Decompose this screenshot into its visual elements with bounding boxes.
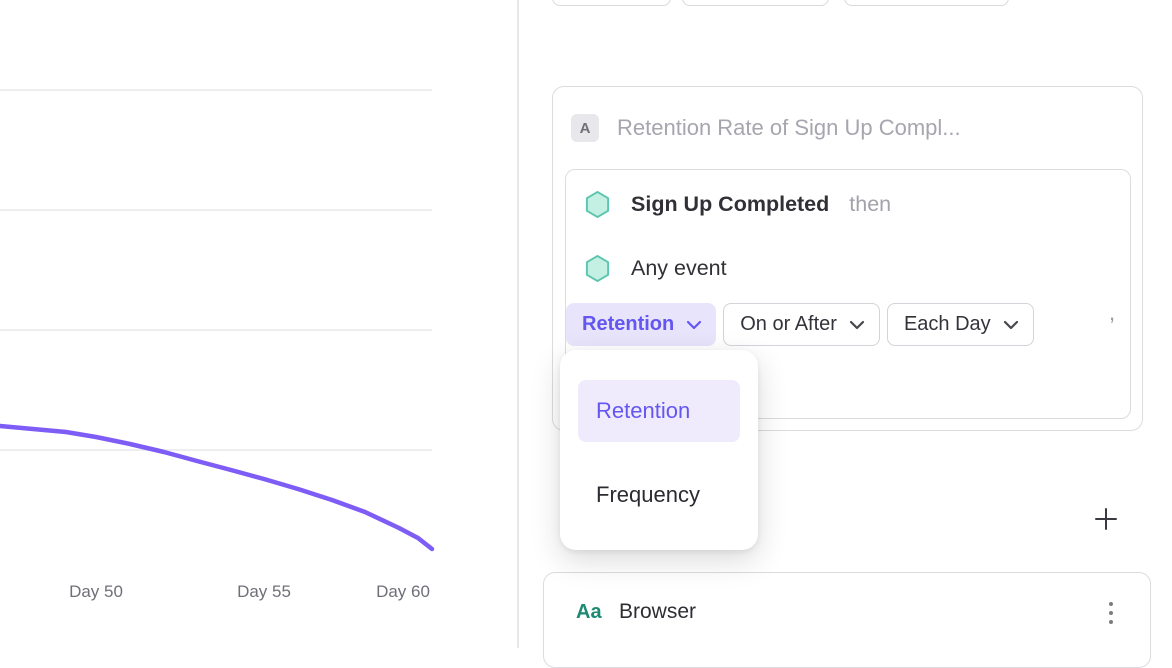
metric-steps-card: Sign Up Completed then Any event Retenti… [565, 169, 1131, 419]
menu-item-label: Retention [596, 398, 691, 423]
date-condition-dropdown[interactable]: On or After [723, 303, 880, 346]
svg-text:Day 60: Day 60 [376, 582, 430, 601]
event-step-row[interactable]: Sign Up Completed then [584, 190, 891, 218]
svg-text:Day 50: Day 50 [69, 582, 123, 601]
menu-item-frequency[interactable]: Frequency [578, 464, 740, 526]
string-property-icon: Aa [576, 601, 602, 623]
clipped-control-3[interactable] [844, 0, 1009, 6]
breakdown-property-label[interactable]: Browser [619, 600, 697, 623]
panel-divider [517, 0, 519, 648]
interval-dropdown[interactable]: Each Day [886, 303, 1034, 346]
event-hexagon-icon [585, 190, 610, 218]
retention-line-chart: Day 50 Day 55 Day 60 [0, 89, 435, 601]
chevron-down-icon [849, 320, 865, 329]
metric-letter-badge: A [571, 114, 599, 142]
menu-item-label: Frequency [596, 482, 700, 507]
event-step-row[interactable]: Any event [584, 254, 727, 282]
more-options-icon[interactable] [1104, 597, 1118, 629]
clipped-control-2[interactable] [682, 0, 829, 6]
chevron-down-icon [1003, 320, 1018, 329]
metric-card: A Retention Rate of Sign Up Compl... Sig… [552, 86, 1143, 431]
event-hexagon-icon [585, 254, 610, 282]
menu-item-retention[interactable]: Retention [578, 380, 740, 442]
event-name[interactable]: Any event [631, 255, 727, 280]
metric-type-dropdown[interactable]: Retention [566, 303, 717, 346]
interval-value: Each Day [903, 313, 991, 335]
breakdown-card[interactable]: Aa Browser [543, 572, 1151, 668]
metric-title-input[interactable]: Retention Rate of Sign Up Compl... [617, 115, 961, 140]
date-condition-value: On or After [740, 313, 837, 335]
chevron-down-icon [687, 320, 702, 329]
metric-type-value: Retention [582, 313, 675, 335]
svg-text:Day 55: Day 55 [237, 582, 291, 601]
clipped-control-1[interactable] [552, 0, 671, 6]
add-metric-button[interactable] [1093, 506, 1119, 532]
event-name[interactable]: Sign Up Completed [631, 191, 830, 216]
clipped-text-fragment: , [1109, 300, 1116, 325]
step-connector-text: then [849, 191, 892, 216]
metric-options-row: Retention On or After Each Day [566, 303, 1034, 346]
metric-type-menu: Retention Frequency [560, 350, 758, 550]
